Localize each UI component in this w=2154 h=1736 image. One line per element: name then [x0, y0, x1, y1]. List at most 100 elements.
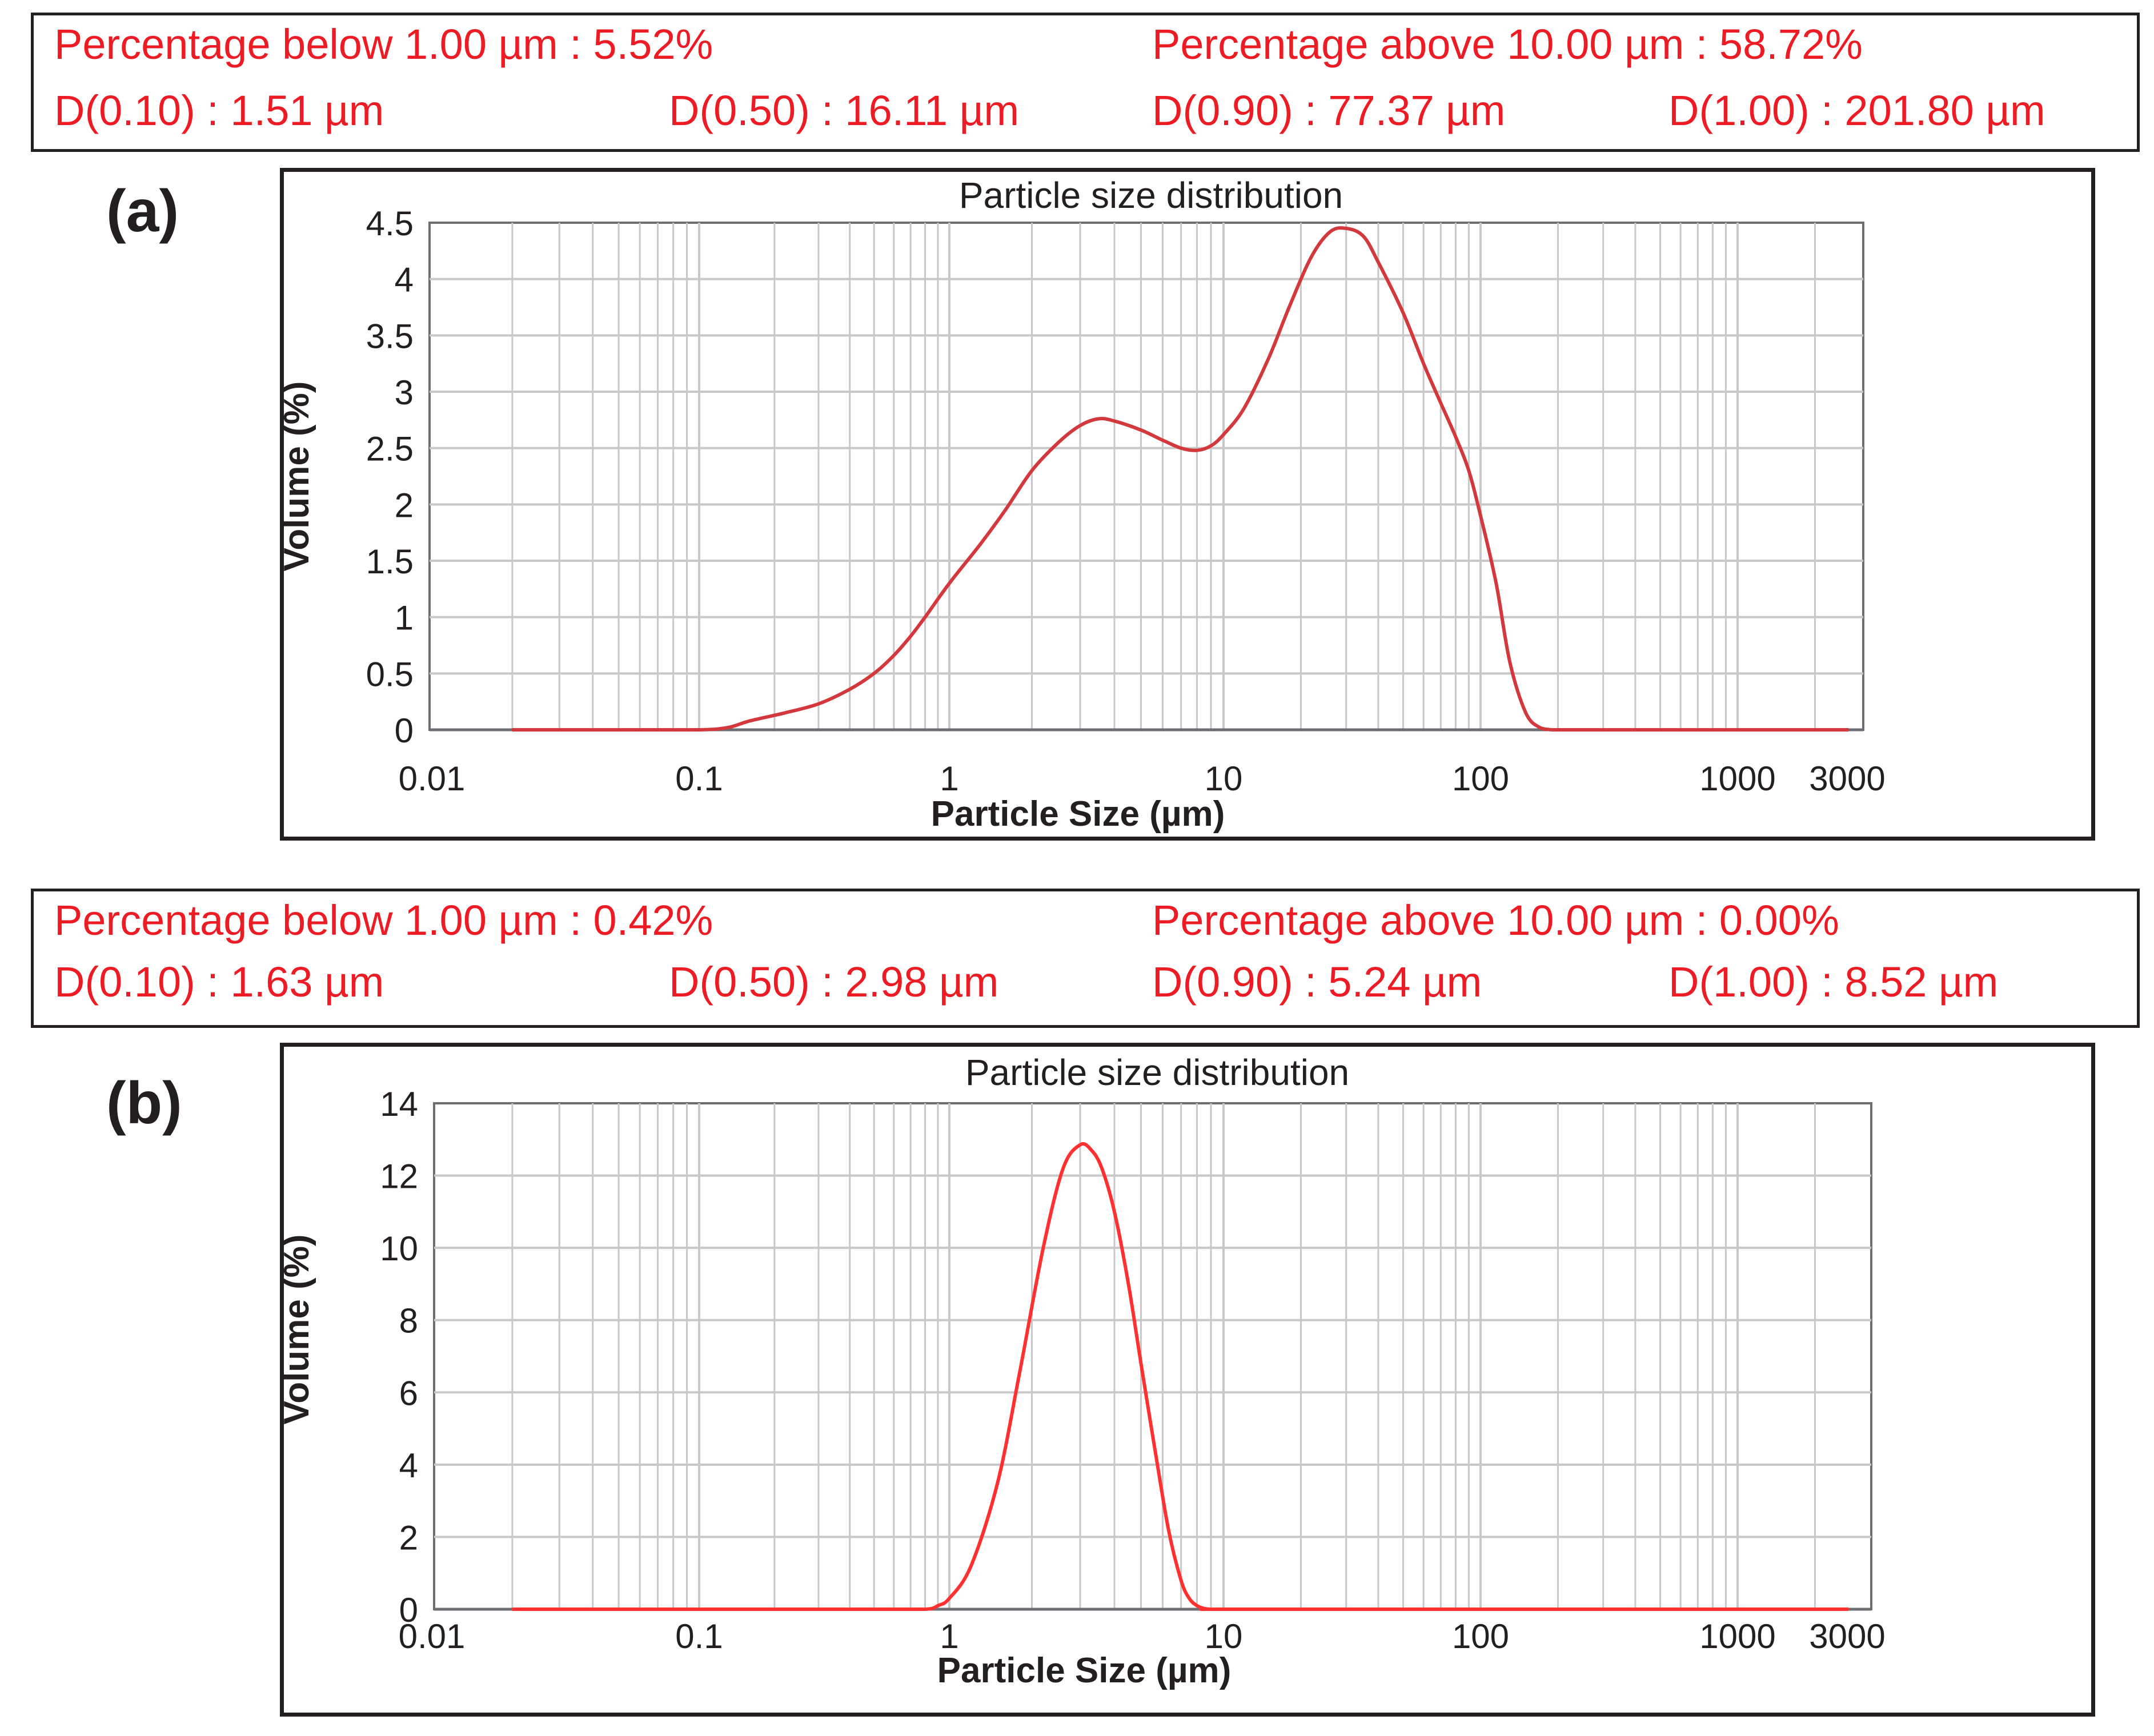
data-point-a — [698, 729, 700, 731]
plot-area-b — [433, 1102, 1872, 1610]
data-point-b — [873, 1608, 875, 1610]
x-tick-label-b: 1000 — [1699, 1617, 1775, 1655]
y-axis-label-b: Volume (%) — [277, 1235, 316, 1425]
data-point-a — [1345, 227, 1347, 230]
data-point-a — [1377, 261, 1379, 263]
stats-box-b: Percentage below 1.00 µm : 0.42% Percent… — [31, 889, 2140, 1028]
x-tick-label-a: 0.01 — [399, 760, 466, 798]
data-point-a — [1479, 515, 1482, 517]
y-tick-label-a: 0 — [395, 712, 414, 750]
stat-d100-b: D(1.00) : 8.52 µm — [1668, 958, 1999, 1006]
data-point-a — [1288, 306, 1290, 308]
data-point-a — [1310, 255, 1313, 258]
data-point-a — [948, 582, 950, 584]
x-tick-label-a: 0.1 — [675, 760, 723, 798]
data-point-a — [1847, 729, 1850, 731]
data-point-a — [1467, 469, 1470, 472]
data-point-a — [749, 720, 751, 722]
y-tick-label-b: 8 — [399, 1302, 418, 1340]
stat-d50-b: D(0.50) : 2.98 µm — [669, 958, 999, 1006]
data-point-a — [1057, 441, 1060, 444]
y-tick-label-a: 3 — [395, 373, 414, 412]
data-point-a — [1551, 729, 1553, 731]
data-point-a — [1267, 357, 1270, 359]
data-point-b — [924, 1608, 926, 1610]
data-point-a — [1180, 447, 1182, 449]
data-point-a — [1329, 231, 1331, 233]
y-axis-label-a: Volume (%) — [277, 381, 316, 572]
data-point-a — [1402, 312, 1404, 314]
stat-d90-b: D(0.90) : 5.24 µm — [1152, 958, 1482, 1006]
data-point-a — [511, 729, 514, 731]
stat-d10-b: D(0.10) : 1.63 µm — [54, 958, 384, 1006]
x-tick-label-b: 100 — [1452, 1617, 1509, 1655]
data-point-b — [698, 1608, 700, 1610]
data-point-a — [924, 616, 926, 618]
y-tick-label-a: 4.5 — [366, 204, 414, 243]
x-tick-label-a: 100 — [1452, 760, 1509, 798]
data-point-b — [1196, 1605, 1198, 1607]
chart-a: Particle size distribution 0 0.5 1 1.5 2 2.5 3 3… — [277, 175, 1886, 834]
data-point-a — [1243, 408, 1245, 410]
data-point-b — [1479, 1608, 1482, 1610]
data-point-a — [1004, 509, 1006, 511]
stat-d100-a: D(1.00) : 201.80 µm — [1668, 87, 2045, 134]
y-tick-label-a: 3.5 — [366, 317, 414, 355]
y-tick-label-b: 6 — [399, 1374, 418, 1412]
y-tick-label-b: 0 — [399, 1591, 418, 1629]
data-point-a — [893, 654, 895, 657]
data-point-b — [1180, 1579, 1182, 1581]
data-point-b — [1018, 1373, 1020, 1376]
data-point-a — [1140, 429, 1142, 431]
data-point-a — [1222, 433, 1225, 436]
data-point-b — [1079, 1144, 1081, 1146]
stats-box-a: Percentage below 1.00 µm : 5.52% Percent… — [31, 13, 2140, 152]
data-point-b — [1736, 1608, 1739, 1610]
data-point-b — [948, 1597, 950, 1600]
data-point-a — [1162, 439, 1164, 441]
x-axis-label-b: Particle Size (µm) — [937, 1651, 1232, 1690]
chart-title-a: Particle size distribution — [959, 175, 1343, 216]
y-tick-label-b: 10 — [380, 1229, 418, 1268]
y-tick-label-a: 0.5 — [366, 655, 414, 693]
plot-area-a — [428, 222, 1864, 731]
x-tick-label-b: 0.01 — [399, 1617, 466, 1655]
x-tick-label-a: 3000 — [1809, 760, 1885, 798]
x-tick-label-b: 0.1 — [675, 1617, 723, 1655]
data-point-a — [1602, 729, 1605, 731]
data-point-a — [1659, 729, 1661, 731]
data-point-a — [784, 712, 786, 714]
x-tick-label-b: 10 — [1205, 1617, 1243, 1655]
data-point-a — [1539, 726, 1541, 729]
stat-pct-below-b: Percentage below 1.00 µm : 0.42% — [54, 897, 713, 944]
data-point-a — [727, 726, 729, 729]
stat-d10-a: D(0.10) : 1.51 µm — [54, 87, 384, 134]
data-point-a — [1031, 469, 1033, 472]
data-point-b — [1140, 1363, 1142, 1365]
x-tick-label-b: 1 — [940, 1617, 958, 1655]
data-point-a — [1814, 729, 1816, 731]
data-point-b — [1168, 1529, 1170, 1531]
data-point-a — [1509, 661, 1511, 664]
data-point-b — [511, 1608, 514, 1610]
data-point-b — [997, 1482, 998, 1484]
panel-label-b: (b) — [106, 1070, 182, 1136]
data-point-b — [1042, 1247, 1044, 1249]
data-point-a — [1097, 417, 1100, 420]
data-point-a — [1557, 729, 1559, 731]
data-point-b — [1113, 1211, 1116, 1213]
data-point-a — [849, 688, 851, 690]
data-point-b — [1210, 1608, 1212, 1610]
x-tick-label-a: 1 — [940, 760, 958, 798]
y-tick-label-b: 2 — [399, 1518, 418, 1557]
data-point-b — [970, 1565, 972, 1567]
y-tick-label-a: 1 — [395, 599, 414, 637]
data-point-a — [1454, 436, 1457, 438]
y-tick-label-a: 2 — [395, 486, 414, 524]
data-point-a — [617, 729, 620, 731]
y-tick-label-a: 4 — [395, 261, 414, 299]
data-point-b — [1090, 1149, 1093, 1151]
stat-d90-a: D(0.90) : 77.37 µm — [1152, 87, 1506, 134]
chart-title-b: Particle size distribution — [965, 1052, 1349, 1093]
